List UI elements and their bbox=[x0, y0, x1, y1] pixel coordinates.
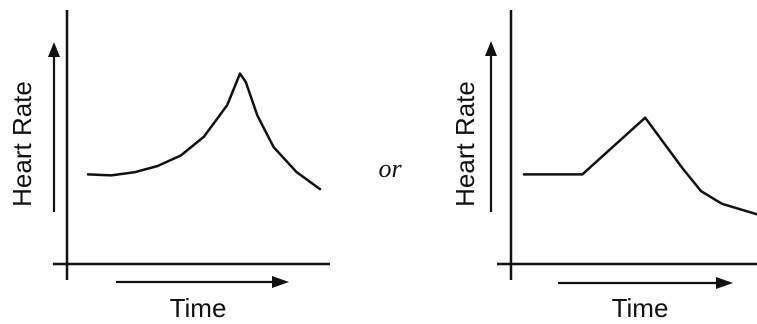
right-chart: Heart Rate Time bbox=[450, 10, 757, 323]
right-chart-heart-rate-line bbox=[522, 116, 757, 216]
left-chart-heart-rate-line bbox=[86, 72, 322, 191]
left-chart: Heart Rate Time bbox=[7, 10, 330, 323]
right-x-axis-label: Time bbox=[612, 293, 669, 323]
left-x-direction-arrow-head bbox=[272, 276, 289, 288]
left-x-axis-label: Time bbox=[170, 293, 227, 323]
or-separator-text: or bbox=[378, 154, 402, 183]
left-y-direction-arrow-head bbox=[48, 42, 60, 57]
right-y-direction-arrow-head bbox=[485, 41, 497, 56]
left-y-axis-label: Heart Rate bbox=[7, 81, 37, 207]
right-y-axis-label: Heart Rate bbox=[450, 81, 480, 207]
right-x-direction-arrow-head bbox=[716, 277, 733, 289]
